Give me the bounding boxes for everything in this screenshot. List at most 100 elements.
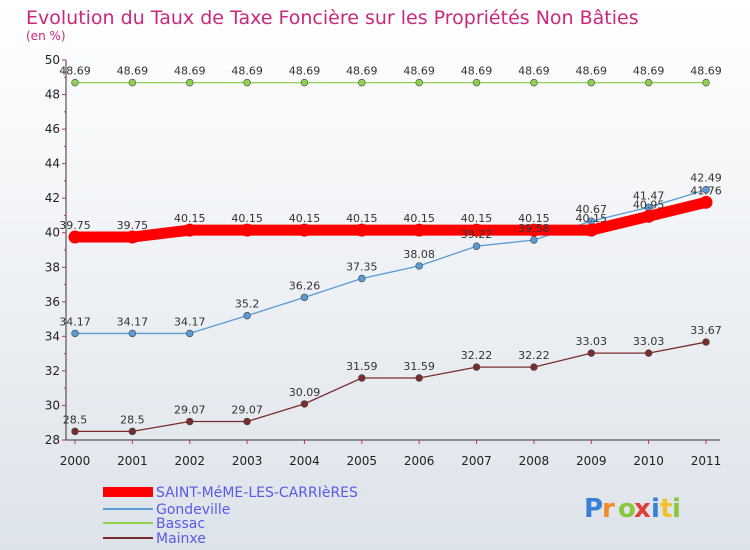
data-label-1: 36.26 (289, 279, 321, 292)
data-label-0: 40.15 (403, 212, 435, 225)
series-point-0 (699, 195, 713, 209)
y-tick-label: 48 (45, 88, 60, 102)
data-label-1: 41.47 (633, 189, 665, 202)
series-point-2 (587, 78, 595, 87)
series-point-0 (68, 230, 82, 244)
logo-letter: r (602, 494, 615, 524)
legend: SAINT-MéME-LES-CARRIèRESGondevilleBassac… (103, 485, 358, 547)
data-label-0: 40.15 (174, 212, 206, 225)
data-label-3: 30.09 (289, 386, 321, 399)
data-label-2: 48.69 (518, 65, 550, 78)
series-point-2 (358, 78, 366, 87)
series-point-3 (472, 363, 481, 371)
x-tick-label: 2006 (404, 454, 435, 468)
y-tick-label: 50 (45, 53, 60, 67)
data-label-1: 34.17 (117, 315, 149, 328)
data-label-2: 48.69 (690, 65, 722, 78)
data-label-1: 39.22 (461, 228, 493, 241)
data-label-1: 39.58 (518, 222, 550, 235)
data-label-0: 39.75 (59, 219, 91, 232)
x-tick-label: 2009 (576, 454, 607, 468)
series-point-3 (243, 417, 251, 426)
data-labels-layer: 48.69 48.69 48.69 48.69 48.69 48.69 48.69 48.69… (59, 65, 722, 427)
data-label-3: 32.22 (518, 349, 550, 362)
x-tick-label: 2011 (691, 454, 722, 468)
data-label-3: 32.22 (461, 349, 493, 362)
series-point-2 (530, 78, 538, 87)
series-point-1 (300, 293, 309, 302)
data-label-0: 40.95 (633, 198, 665, 211)
chart-title: Evolution du Taux de Taxe Foncière sur l… (26, 7, 639, 29)
y-tick-label: 42 (45, 191, 60, 205)
data-label-2: 48.69 (59, 65, 91, 78)
proxiti-logo: Pr ox i t i (584, 494, 681, 524)
y-tick-label: 44 (45, 157, 60, 171)
data-label-2: 48.69 (403, 65, 435, 78)
series-point-1 (358, 274, 366, 283)
data-label-3: 29.07 (174, 404, 206, 417)
legend-label-0: SAINT-MéME-LES-CARRIèRES (156, 485, 358, 501)
series-line-0 (69, 196, 712, 243)
data-label-0: 40.15 (461, 212, 493, 225)
logo-letter: x (634, 494, 651, 524)
data-label-0: 41.76 (690, 184, 722, 197)
data-label-2: 48.69 (346, 65, 378, 78)
series-point-2 (702, 78, 710, 87)
series-point-2 (300, 78, 309, 87)
data-label-1: 40.67 (576, 203, 608, 216)
series-point-0 (355, 223, 369, 237)
data-label-3: 29.07 (231, 404, 263, 417)
logo-letter: i (672, 494, 681, 524)
series-point-1 (530, 236, 538, 244)
series-layer (68, 78, 713, 436)
legend-label-1: Gondeville (156, 502, 230, 518)
series-point-3 (587, 349, 595, 357)
y-tick-label: 46 (45, 122, 60, 136)
series-point-3 (128, 427, 137, 436)
data-label-0: 40.15 (231, 212, 263, 225)
data-label-2: 48.69 (117, 65, 149, 78)
data-label-3: 33.67 (690, 324, 722, 337)
data-label-2: 48.69 (231, 65, 263, 78)
data-label-0: 40.15 (576, 212, 608, 225)
series-point-0 (240, 223, 254, 237)
series-point-3 (415, 374, 423, 382)
data-label-2: 48.69 (633, 65, 665, 78)
series-point-1 (128, 329, 137, 338)
series-point-1 (702, 186, 710, 194)
x-tick-label: 2003 (232, 454, 263, 468)
logo-letter: o (618, 494, 636, 524)
x-tick-label: 2005 (347, 454, 378, 468)
x-tick-label: 2010 (633, 454, 664, 468)
data-label-2: 48.69 (289, 65, 321, 78)
data-label-0: 40.15 (289, 212, 321, 225)
series-point-0 (412, 223, 426, 237)
series-point-2 (71, 78, 79, 87)
logo-letter: P (584, 494, 603, 524)
data-label-2: 48.69 (461, 65, 493, 78)
y-tick-label: 40 (45, 226, 60, 240)
series-point-2 (644, 78, 653, 87)
series-point-2 (186, 78, 194, 87)
series-point-3 (300, 400, 309, 408)
data-label-3: 31.59 (403, 360, 435, 373)
series-point-0 (584, 223, 598, 237)
series-point-1 (186, 329, 194, 338)
x-tick-label: 2008 (519, 454, 550, 468)
data-label-1: 42.49 (690, 172, 722, 185)
series-point-1 (243, 311, 251, 320)
series-point-0 (470, 223, 484, 237)
data-label-0: 40.15 (518, 212, 550, 225)
series-point-0 (527, 223, 541, 237)
legend-label-2: Bassac (156, 516, 205, 532)
x-tick-label: 2001 (117, 454, 148, 468)
data-label-0: 39.75 (117, 219, 149, 232)
logo-letter: t (660, 494, 672, 524)
series-point-0 (183, 223, 197, 237)
data-label-1: 38.08 (403, 248, 435, 261)
series-point-0 (297, 223, 311, 237)
y-tick-label: 34 (45, 329, 60, 343)
x-tick-label: 2002 (174, 454, 205, 468)
series-point-2 (472, 78, 481, 87)
